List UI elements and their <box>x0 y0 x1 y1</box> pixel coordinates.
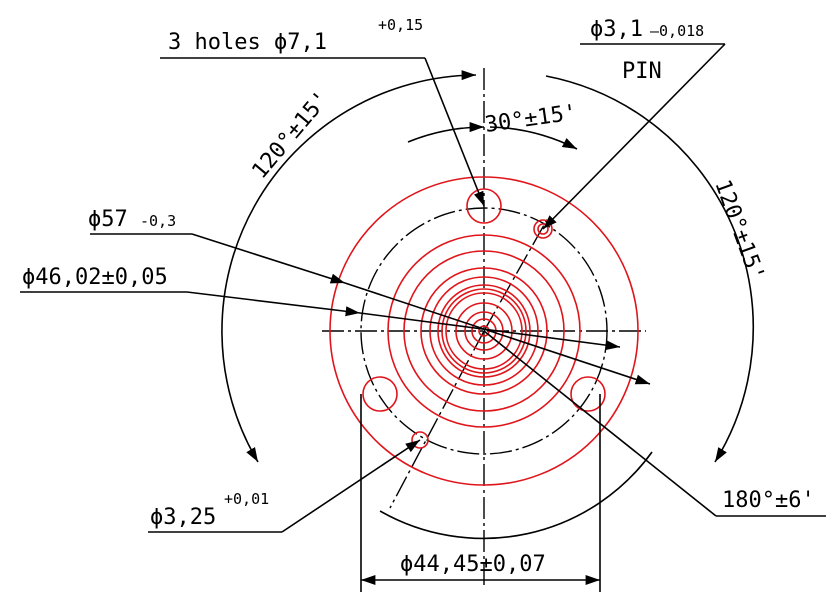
dia-4445-label: ϕ44,45±0,07 <box>400 552 546 577</box>
pin-name-label: PIN <box>622 59 662 84</box>
dia325-leader <box>281 439 421 533</box>
dia-46-label: ϕ46,02±0,05 <box>22 265 168 290</box>
mounting-hole-right <box>570 376 606 412</box>
angle-120-right-label: 120°±15' <box>709 177 769 285</box>
labels: 3 holes ϕ7,1 +0,15 ϕ3,1 –0,018 PIN 30°±1… <box>22 16 815 577</box>
angle-dimensions <box>221 70 755 540</box>
bolt-circle <box>360 207 608 455</box>
angle-arc-120-right <box>545 75 755 463</box>
angle-arc-30-right <box>489 126 578 150</box>
dia-57-tolerance: -0,3 <box>140 212 176 230</box>
dia46-leader-inner <box>359 312 621 351</box>
dia46-leader <box>186 291 361 317</box>
dia-325-label: ϕ3,25 <box>150 505 216 530</box>
angle-arc-30-left <box>407 122 485 143</box>
dia-325-tolerance: +0,01 <box>224 490 269 508</box>
holes-tolerance: +0,15 <box>378 16 423 34</box>
holes-leader <box>424 57 485 207</box>
dia57-leader-outer <box>191 233 346 284</box>
holes-label: 3 holes ϕ7,1 <box>168 30 327 55</box>
angle-120-left-label: 120°±15' <box>247 87 334 184</box>
dia57-leader-inner <box>344 282 651 385</box>
leaders <box>20 43 826 592</box>
pin-tolerance: –0,018 <box>650 22 704 40</box>
dia-57-label: ϕ57 <box>88 207 128 232</box>
angle-arc-120-left <box>221 70 477 463</box>
angle-arc-180 <box>379 451 653 540</box>
angle-180-label: 180°±6' <box>722 488 815 513</box>
pin-diameter-label: ϕ3,1 <box>590 17 643 42</box>
pin-leader <box>542 43 726 230</box>
mounting-hole-left <box>362 376 398 412</box>
